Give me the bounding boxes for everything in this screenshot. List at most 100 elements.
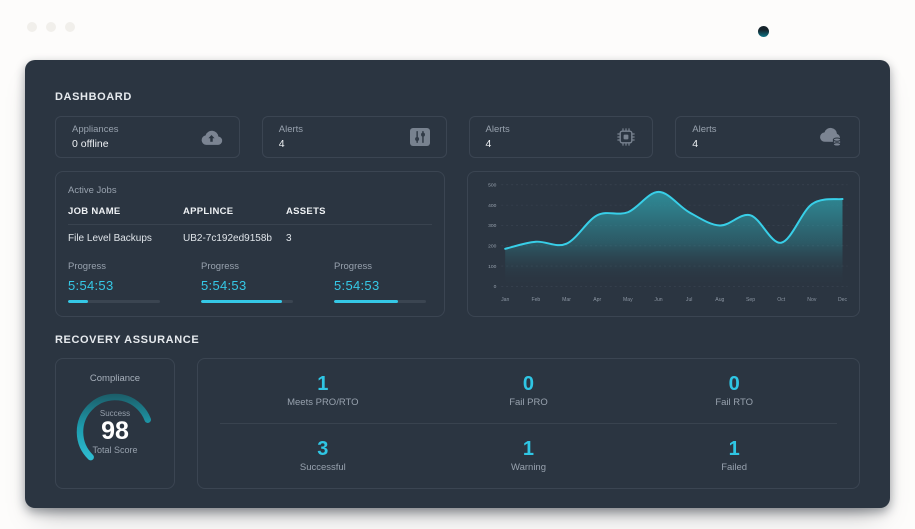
stat-fail-pro: 0 Fail PRO bbox=[426, 374, 632, 408]
cloud-database-icon bbox=[819, 127, 843, 147]
stat-value: 3 bbox=[317, 438, 329, 460]
x-axis-tick: Sep bbox=[746, 297, 755, 303]
active-jobs-title: Active Jobs bbox=[68, 185, 117, 196]
stat-card-value: 0 offline bbox=[72, 138, 109, 150]
status-dot bbox=[758, 26, 769, 37]
progress-item-2: Progress 5:54:53 bbox=[201, 261, 334, 303]
column-job-name: JOB NAME bbox=[68, 206, 121, 217]
page-title: DASHBOARD bbox=[55, 91, 132, 103]
stat-card-label: Alerts bbox=[692, 124, 717, 135]
trend-area-chart: 0 100 200 300 400 500 Jan Feb Mar Apr May Jun Jul Aug… bbox=[488, 183, 848, 304]
progress-label: Progress bbox=[201, 261, 240, 272]
recovery-title: RECOVERY ASSURANCE bbox=[55, 334, 200, 346]
window-dot-1[interactable] bbox=[27, 22, 37, 32]
stat-value: 1 bbox=[522, 438, 535, 460]
stat-value: 1 bbox=[317, 373, 329, 395]
progress-timer: 5:54:53 bbox=[201, 278, 247, 293]
stat-label: Meets PRO/RTO bbox=[287, 397, 359, 408]
gauge-success-label: Success bbox=[99, 409, 131, 419]
compliance-title: Compliance bbox=[89, 373, 141, 384]
stat-failed: 1 Failed bbox=[631, 439, 837, 473]
progress-track bbox=[201, 300, 293, 303]
y-axis-tick: 200 bbox=[488, 244, 496, 250]
progress-timer: 5:54:53 bbox=[334, 278, 380, 293]
active-jobs-panel: Active Jobs JOB NAME APPLINCE ASSETS Fil… bbox=[55, 171, 445, 317]
stat-card-value: 4 bbox=[278, 138, 285, 150]
stat-card-label: Alerts bbox=[278, 124, 304, 135]
total-score-value: 98 bbox=[101, 417, 129, 446]
x-axis-tick: Apr bbox=[593, 297, 601, 303]
column-assets: ASSETS bbox=[286, 206, 326, 217]
cpu-icon bbox=[616, 127, 636, 147]
chart-line bbox=[504, 190, 844, 250]
stat-card-label: Alerts bbox=[485, 124, 510, 135]
stat-card-value: 4 bbox=[692, 138, 699, 150]
y-axis-tick: 300 bbox=[488, 223, 496, 229]
dashboard-panel: DASHBOARD Appliances 0 offline Alerts 4 bbox=[25, 60, 890, 508]
progress-fill bbox=[68, 300, 89, 303]
y-axis-tick: 400 bbox=[488, 203, 496, 209]
stat-card-appliances[interactable]: Appliances 0 offline bbox=[55, 116, 240, 158]
stat-label: Failed bbox=[721, 462, 748, 473]
stat-label: Fail RTO bbox=[715, 397, 753, 408]
window-dot-2[interactable] bbox=[46, 22, 56, 32]
total-score-caption: Total Score bbox=[92, 444, 138, 455]
stat-card-alerts-1[interactable]: Alerts 4 bbox=[261, 116, 447, 158]
x-axis-tick: Mar bbox=[562, 297, 571, 303]
stat-warning: 1 Warning bbox=[426, 439, 632, 473]
x-axis-tick: Nov bbox=[807, 297, 817, 303]
progress-fill bbox=[201, 300, 282, 303]
progress-timer: 5:54:53 bbox=[68, 278, 114, 293]
stat-fail-rto: 0 Fail RTO bbox=[631, 374, 837, 408]
x-axis-tick: Feb bbox=[531, 297, 540, 303]
chart-area-fill bbox=[505, 191, 843, 287]
stat-cards-row: Appliances 0 offline Alerts 4 bbox=[55, 116, 860, 158]
x-axis-tick: Dec bbox=[838, 297, 848, 303]
job-table-row[interactable]: File Level Backups UB2-7c192ed9158b 3 bbox=[68, 233, 432, 244]
appliance-cell: UB2-7c192ed9158b bbox=[183, 233, 272, 244]
stat-meets-pro-rto: 1 Meets PRO/RTO bbox=[220, 374, 426, 408]
stat-card-label: Appliances bbox=[72, 124, 119, 135]
x-axis-tick: Jul bbox=[686, 297, 693, 303]
progress-item-1: Progress 5:54:53 bbox=[68, 261, 201, 303]
compliance-card: Compliance Success 98 Total Scor bbox=[55, 358, 175, 489]
stat-card-value: 4 bbox=[485, 138, 492, 150]
progress-track bbox=[68, 300, 160, 303]
stat-label: Warning bbox=[510, 462, 546, 473]
recovery-stats-panel: 1 Meets PRO/RTO 0 Fail PRO 0 Fail RTO 3 … bbox=[197, 358, 860, 489]
x-axis-tick: Oct bbox=[777, 297, 786, 303]
stat-label: Fail PRO bbox=[509, 397, 548, 408]
stats-row-bottom: 3 Successful 1 Warning 1 Failed bbox=[220, 424, 837, 488]
trend-chart-panel: 0 100 200 300 400 500 Jan Feb Mar Apr May Jun Jul Aug… bbox=[467, 171, 860, 317]
y-axis-tick: 0 bbox=[494, 284, 497, 290]
jobs-table-header: JOB NAME APPLINCE ASSETS bbox=[68, 206, 432, 225]
cloud-upload-icon bbox=[200, 129, 223, 146]
column-appliance: APPLINCE bbox=[183, 206, 234, 217]
progress-fill bbox=[334, 300, 399, 303]
compliance-gauge: Success 98 Total Score bbox=[73, 390, 157, 474]
y-axis-tick: 500 bbox=[488, 183, 496, 189]
progress-item-3: Progress 5:54:53 bbox=[334, 261, 432, 303]
progress-row: Progress 5:54:53 Progress 5:54:53 Progre… bbox=[68, 261, 432, 303]
x-axis-tick: May bbox=[623, 297, 633, 303]
x-axis-tick: Aug bbox=[715, 297, 724, 303]
x-axis-tick: Jan bbox=[501, 297, 509, 303]
stat-successful: 3 Successful bbox=[220, 439, 426, 473]
assets-cell: 3 bbox=[286, 233, 292, 244]
progress-label: Progress bbox=[334, 261, 373, 272]
window-dot-3[interactable] bbox=[65, 22, 75, 32]
y-axis-tick: 100 bbox=[488, 264, 496, 270]
stats-row-top: 1 Meets PRO/RTO 0 Fail PRO 0 Fail RTO bbox=[220, 359, 837, 424]
job-name-cell: File Level Backups bbox=[68, 233, 152, 244]
stat-value: 0 bbox=[728, 373, 740, 395]
x-axis-tick: Jun bbox=[654, 297, 662, 303]
gauge-arc bbox=[76, 393, 154, 471]
stat-value: 0 bbox=[522, 373, 535, 395]
stat-card-alerts-2[interactable]: Alerts 4 bbox=[468, 116, 654, 158]
stat-label: Successful bbox=[299, 462, 346, 473]
stat-card-alerts-3[interactable]: Alerts 4 bbox=[675, 116, 860, 158]
stat-value: 1 bbox=[728, 438, 740, 460]
sliders-icon bbox=[409, 128, 430, 146]
progress-label: Progress bbox=[68, 261, 107, 272]
progress-track bbox=[334, 300, 426, 303]
